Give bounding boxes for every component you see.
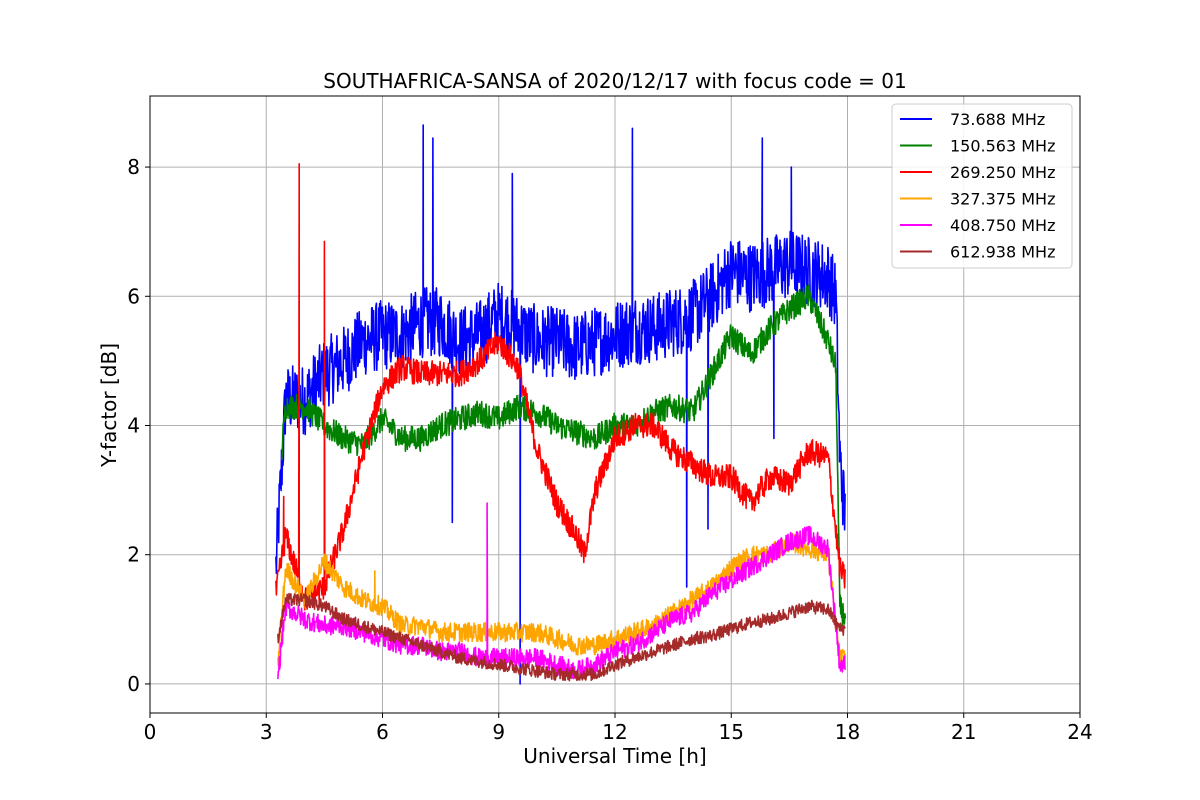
series-line-408-750-mhz (277, 502, 846, 680)
legend-label: 73.688 MHz (950, 110, 1045, 129)
y-tick-label: 6 (127, 284, 140, 308)
series-line-327-375-mhz (277, 532, 846, 669)
y-tick-label: 8 (127, 155, 140, 179)
x-tick-label: 15 (719, 720, 744, 744)
legend-label: 150.563 MHz (950, 137, 1055, 156)
legend-label: 408.750 MHz (950, 216, 1055, 235)
y-axis-label: Y-factor [dB] (97, 343, 121, 468)
x-tick-label: 3 (260, 720, 273, 744)
x-tick-label: 12 (602, 720, 627, 744)
legend-label: 269.250 MHz (950, 163, 1055, 182)
legend-label: 327.375 MHz (950, 190, 1055, 209)
x-tick-label: 21 (951, 720, 976, 744)
x-tick-label: 9 (492, 720, 505, 744)
series-line-150-563-mhz (281, 284, 847, 627)
y-tick-label: 0 (127, 672, 140, 696)
series-lines (275, 124, 847, 685)
legend: 73.688 MHz 150.563 MHz 269.250 MHz 327.375 … (891, 103, 1073, 269)
legend-box (891, 103, 1073, 269)
x-tick-label: 0 (144, 720, 157, 744)
series-line-612-938-mhz (277, 592, 846, 682)
y-tick-label: 2 (127, 543, 140, 567)
x-tick-label: 18 (835, 720, 860, 744)
x-axis: 0 3 6 9 12 15 18 21 24 (144, 713, 1093, 744)
legend-label: 612.938 MHz (950, 243, 1055, 262)
chart-title: SOUTHAFRICA-SANSA of 2020/12/17 with foc… (323, 69, 907, 93)
series-line-73-688-mhz (275, 124, 846, 685)
y-tick-label: 4 (127, 413, 140, 437)
x-tick-label: 24 (1067, 720, 1092, 744)
x-axis-label: Universal Time [h] (523, 744, 706, 768)
x-tick-label: 6 (376, 720, 389, 744)
y-axis: 0 2 4 6 8 (127, 155, 150, 696)
series-line-269-250-mhz (275, 163, 846, 611)
